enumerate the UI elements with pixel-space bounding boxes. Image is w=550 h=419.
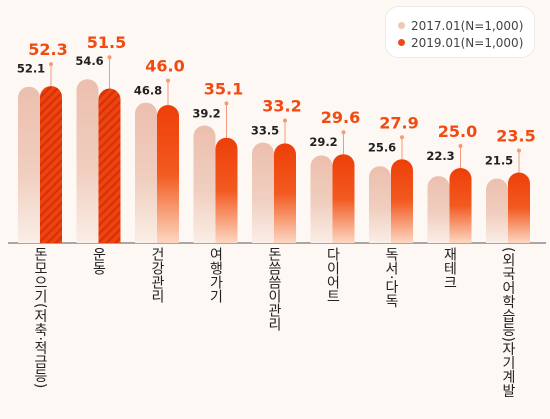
bar-2017: [486, 178, 508, 243]
category-label: 건강관리: [149, 247, 165, 303]
legend-item-2017: 2017.01(N=1,000): [398, 17, 534, 34]
bar-2017: [369, 166, 391, 243]
category-label: 재테크: [441, 247, 458, 289]
bar-2019: [157, 105, 179, 243]
value-label-2017: 52.1: [17, 62, 45, 76]
legend: 2017.01(N=1,000) 2019.01(N=1,000): [385, 6, 535, 58]
error-dot: [107, 55, 112, 60]
bar-2017: [252, 142, 274, 243]
error-dot: [517, 148, 521, 153]
bar-2017: [427, 176, 450, 243]
value-label-2019: 25.0: [438, 122, 477, 141]
bar-2017: [310, 155, 333, 243]
error-dot: [458, 144, 463, 148]
bar-2017: [135, 102, 157, 243]
error-dot: [224, 101, 229, 106]
bar-2019: [98, 88, 121, 244]
legend-item-2019: 2019.01(N=1,000): [398, 34, 534, 51]
error-dot: [341, 130, 346, 135]
value-label-2019: 46.0: [145, 57, 184, 76]
value-label-2017: 22.3: [426, 149, 454, 163]
bar-2017: [193, 125, 216, 243]
category-label: 여행가기: [207, 247, 224, 303]
category-label: 독서·다독: [383, 247, 399, 308]
value-label-2017: 29.2: [309, 135, 337, 149]
category-label: 운동: [90, 247, 107, 275]
category-label: 다이어트: [324, 247, 341, 303]
legend-swatch-2017: [398, 22, 405, 29]
value-label-2019: 27.9: [379, 113, 418, 132]
bar-2019: [449, 168, 472, 243]
bar-2019: [391, 159, 413, 243]
category-label: (외국어학습등)자기계발: [500, 247, 516, 398]
bar-2019: [40, 86, 62, 243]
bar-2017: [18, 86, 40, 243]
bar-2019: [508, 172, 530, 243]
value-label-2017: 39.2: [192, 106, 220, 120]
value-label-2019: 35.1: [204, 79, 243, 98]
value-label-2017: 46.8: [134, 84, 162, 98]
error-dot: [283, 118, 287, 123]
value-label-2017: 54.6: [75, 54, 103, 68]
error-dot: [49, 62, 53, 67]
value-label-2019: 33.2: [262, 97, 301, 116]
legend-label-2019: 2019.01(N=1,000): [411, 35, 524, 50]
bar-2019: [332, 154, 355, 243]
bar-2017: [76, 79, 99, 243]
value-label-2019: 23.5: [496, 127, 535, 146]
category-label: 돈모으기(저축·적금등): [32, 247, 48, 389]
legend-swatch-2019: [398, 39, 405, 46]
error-dot: [166, 78, 170, 83]
value-label-2017: 33.5: [251, 124, 279, 138]
bar-2019: [274, 143, 296, 243]
value-label-2019: 51.5: [87, 33, 126, 52]
legend-label-2017: 2017.01(N=1,000): [411, 18, 524, 33]
value-label-2019: 29.6: [321, 108, 360, 127]
error-dot: [400, 135, 404, 140]
value-label-2017: 21.5: [485, 154, 513, 168]
value-label-2019: 52.3: [28, 40, 67, 59]
bar-2019: [215, 137, 238, 243]
value-label-2017: 25.6: [368, 140, 396, 154]
category-label: 돈씀씀이관리: [266, 247, 282, 331]
